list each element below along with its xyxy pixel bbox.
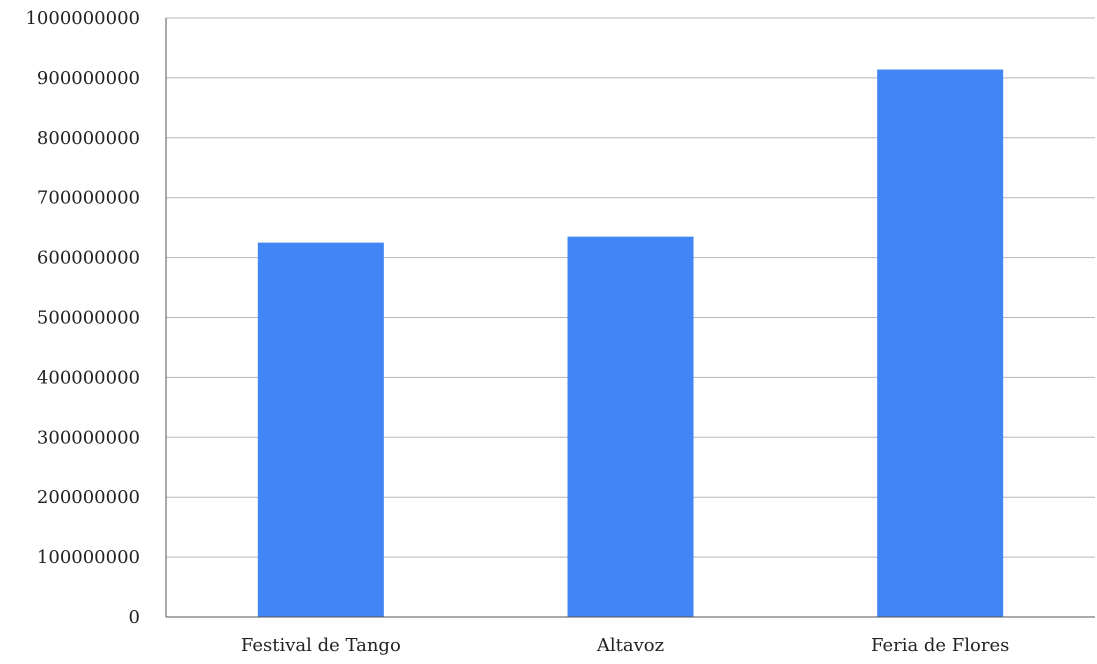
y-tick-label: 0 (129, 607, 140, 628)
y-tick-label: 600000000 (37, 248, 140, 269)
y-tick-label: 700000000 (37, 188, 140, 209)
axes (165, 18, 1095, 618)
x-tick-label: Altavoz (596, 635, 664, 656)
y-tick-label: 100000000 (37, 547, 140, 568)
y-tick-label: 400000000 (37, 367, 140, 388)
bar-feria-de-flores (877, 69, 1004, 618)
x-axis-tick-labels: Festival de Tango Altavoz Feria de Flores (241, 635, 1010, 656)
y-tick-label: 200000000 (37, 487, 140, 508)
y-tick-label: 500000000 (37, 308, 140, 329)
x-tick-label: Feria de Flores (871, 635, 1009, 656)
x-tick-label: Festival de Tango (241, 635, 401, 656)
y-tick-label: 800000000 (37, 128, 140, 149)
y-tick-label: 300000000 (37, 427, 140, 448)
y-axis-tick-labels: 0 100000000 200000000 300000000 400000000 500… (25, 8, 140, 628)
y-tick-label: 900000000 (37, 68, 140, 89)
y-tick-label: 1000000000 (25, 8, 140, 29)
bar-festival-de-tango (257, 242, 384, 617)
bars (257, 69, 1004, 618)
bar-altavoz (567, 236, 694, 617)
